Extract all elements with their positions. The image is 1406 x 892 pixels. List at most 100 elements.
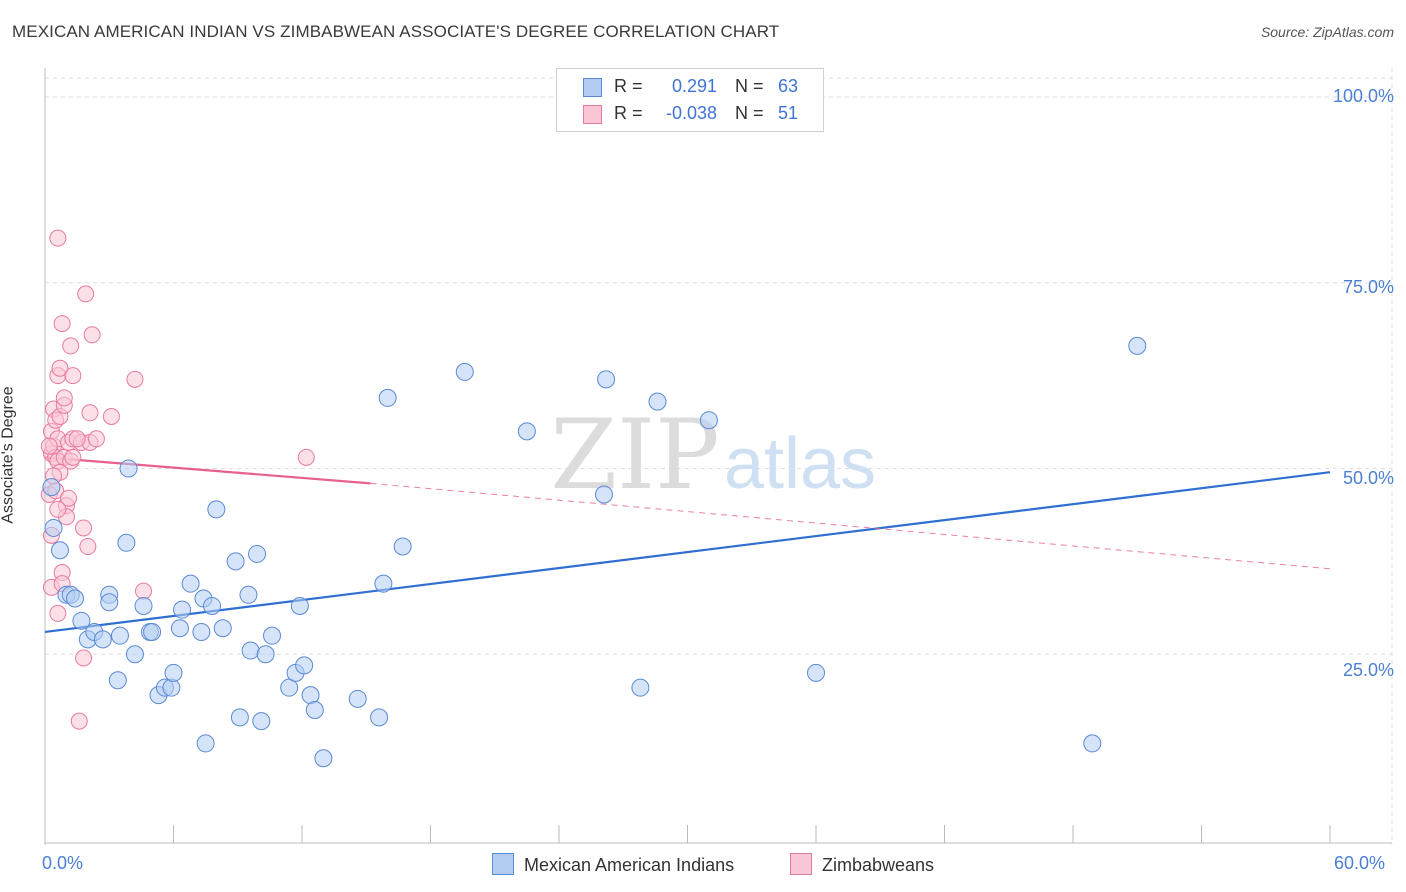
point-mexican-american-indians — [1083, 734, 1102, 753]
watermark-atlas: atlas — [724, 424, 876, 504]
point-mexican-american-indians — [134, 596, 153, 615]
legend-n-value: 51 — [777, 103, 798, 123]
point-mexican-american-indians — [117, 533, 136, 552]
legend-r-label: R = — [614, 76, 643, 96]
point-mexican-american-indians — [162, 678, 181, 697]
legend-n-label: N = — [735, 103, 764, 123]
point-mexican-american-indians — [65, 589, 84, 608]
point-mexican-american-indians — [290, 596, 309, 615]
point-mexican-american-indians — [263, 626, 282, 645]
legend-r-value: -0.038 — [665, 103, 717, 123]
point-mexican-american-indians — [241, 641, 260, 660]
point-zimbabweans — [75, 519, 93, 537]
legend-row-zimbabweans: R = -0.038 N = 51 — [557, 101, 823, 127]
point-mexican-american-indians — [370, 708, 389, 727]
point-mexican-american-indians — [378, 388, 397, 407]
point-mexican-american-indians — [648, 392, 667, 411]
legend-swatch-pink — [583, 105, 602, 124]
point-mexican-american-indians — [631, 678, 650, 697]
point-mexican-american-indians — [207, 500, 226, 519]
point-zimbabweans — [64, 367, 82, 385]
source-label: Source: ZipAtlas.com — [1260, 24, 1394, 40]
legend: R = 0.291 N = 63 R = -0.038 N = 51 — [556, 68, 824, 132]
point-mexican-american-indians — [72, 611, 91, 630]
point-mexican-american-indians — [517, 422, 536, 441]
point-mexican-american-indians — [348, 689, 367, 708]
legend-r-label: R = — [614, 103, 643, 123]
point-mexican-american-indians — [305, 700, 324, 719]
point-mexican-american-indians — [181, 574, 200, 593]
point-mexican-american-indians — [280, 678, 299, 697]
point-zimbabweans — [135, 582, 153, 600]
legend-swatch-blue — [583, 78, 602, 97]
chart-title: MEXICAN AMERICAN INDIAN VS ZIMBABWEAN AS… — [12, 22, 780, 41]
legend-row-mexican-american-indians: R = 0.291 N = 63 — [557, 74, 823, 100]
y-tick-100: 100.0% — [1332, 86, 1394, 106]
point-mexican-american-indians — [173, 600, 192, 619]
point-mexican-american-indians — [699, 411, 718, 430]
y-tick-75: 75.0% — [1342, 277, 1394, 297]
point-mexican-american-indians — [44, 518, 63, 537]
point-mexican-american-indians — [119, 459, 138, 478]
point-mexican-american-indians — [110, 626, 129, 645]
legend-r-value: 0.291 — [671, 76, 717, 96]
point-zimbabweans — [55, 389, 73, 407]
bottom-legend-zimbabweans: Zimbabweans — [790, 853, 934, 876]
point-zimbabweans — [49, 604, 67, 622]
point-mexican-american-indians — [42, 478, 61, 497]
watermark-zip: ZIP — [550, 399, 719, 511]
point-mexican-american-indians — [1128, 336, 1147, 355]
point-mexican-american-indians — [170, 619, 189, 638]
point-mexican-american-indians — [252, 712, 271, 731]
point-mexican-american-indians — [301, 686, 320, 705]
point-mexican-american-indians — [125, 645, 144, 664]
point-mexican-american-indians — [314, 749, 333, 768]
x-tick-60: 60.0% — [1334, 853, 1386, 873]
point-mexican-american-indians — [295, 656, 314, 675]
point-zimbabweans — [297, 448, 315, 466]
point-zimbabweans — [49, 229, 67, 247]
point-mexican-american-indians — [164, 663, 183, 682]
point-mexican-american-indians — [192, 622, 211, 641]
point-mexican-american-indians — [374, 574, 393, 593]
point-mexican-american-indians — [239, 585, 258, 604]
point-mexican-american-indians — [597, 370, 616, 389]
point-mexican-american-indians — [50, 541, 69, 560]
point-zimbabweans — [60, 489, 78, 507]
trend-line-zimbabweans — [44, 456, 371, 485]
point-mexican-american-indians — [93, 630, 112, 649]
point-mexican-american-indians — [100, 593, 119, 612]
point-mexican-american-indians — [455, 362, 474, 381]
point-mexican-american-indians — [108, 671, 127, 690]
point-mexican-american-indians — [196, 734, 215, 753]
point-mexican-american-indians — [213, 619, 232, 638]
point-zimbabweans — [77, 285, 95, 303]
point-zimbabweans — [49, 500, 67, 518]
y-tick-25: 25.0% — [1342, 660, 1394, 680]
point-mexican-american-indians — [393, 537, 412, 556]
trend-lines — [44, 456, 1331, 634]
point-mexican-american-indians — [807, 663, 825, 682]
point-zimbabweans — [83, 326, 101, 344]
point-zimbabweans — [102, 407, 120, 425]
bottom-legend-swatch-pink — [790, 853, 812, 875]
point-zimbabweans — [126, 370, 144, 388]
bottom-legend-label-pink: Zimbabweans — [822, 855, 935, 875]
point-zimbabweans — [40, 437, 58, 455]
point-zimbabweans — [64, 448, 82, 466]
bottom-legend-swatch-blue — [492, 853, 514, 875]
point-zimbabweans — [62, 337, 80, 355]
point-zimbabweans — [81, 404, 99, 422]
point-zimbabweans — [68, 430, 86, 448]
x-tick-0: 0.0% — [42, 853, 84, 873]
point-zimbabweans — [70, 712, 88, 730]
point-zimbabweans — [51, 359, 69, 377]
point-mexican-american-indians — [203, 596, 222, 615]
point-zimbabweans — [87, 430, 105, 448]
bottom-legend-label-blue: Mexican American Indians — [524, 855, 735, 875]
trend-line-mexican-american-indians — [44, 471, 1331, 634]
point-mexican-american-indians — [248, 544, 267, 563]
point-zimbabweans — [79, 538, 97, 556]
point-mexican-american-indians — [594, 485, 613, 504]
